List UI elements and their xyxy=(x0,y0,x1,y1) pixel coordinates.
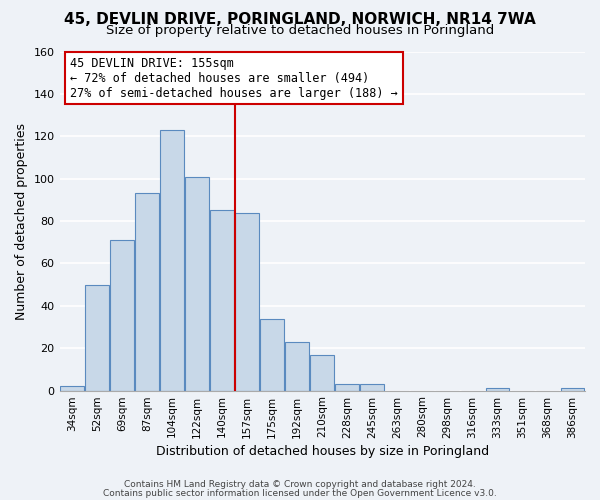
Bar xyxy=(60,386,84,390)
Text: Contains HM Land Registry data © Crown copyright and database right 2024.: Contains HM Land Registry data © Crown c… xyxy=(124,480,476,489)
Bar xyxy=(560,388,584,390)
Text: 45 DEVLIN DRIVE: 155sqm
← 72% of detached houses are smaller (494)
27% of semi-d: 45 DEVLIN DRIVE: 155sqm ← 72% of detache… xyxy=(70,56,398,100)
Bar xyxy=(485,388,509,390)
X-axis label: Distribution of detached houses by size in Poringland: Distribution of detached houses by size … xyxy=(156,444,489,458)
Bar xyxy=(235,212,259,390)
Bar xyxy=(335,384,359,390)
Bar xyxy=(160,130,184,390)
Bar xyxy=(135,194,159,390)
Text: Contains public sector information licensed under the Open Government Licence v3: Contains public sector information licen… xyxy=(103,488,497,498)
Y-axis label: Number of detached properties: Number of detached properties xyxy=(15,122,28,320)
Bar xyxy=(85,284,109,391)
Bar xyxy=(310,354,334,390)
Text: 45, DEVLIN DRIVE, PORINGLAND, NORWICH, NR14 7WA: 45, DEVLIN DRIVE, PORINGLAND, NORWICH, N… xyxy=(64,12,536,28)
Bar xyxy=(361,384,384,390)
Text: Size of property relative to detached houses in Poringland: Size of property relative to detached ho… xyxy=(106,24,494,37)
Bar xyxy=(185,176,209,390)
Bar xyxy=(210,210,234,390)
Bar xyxy=(286,342,309,390)
Bar xyxy=(110,240,134,390)
Bar xyxy=(260,318,284,390)
